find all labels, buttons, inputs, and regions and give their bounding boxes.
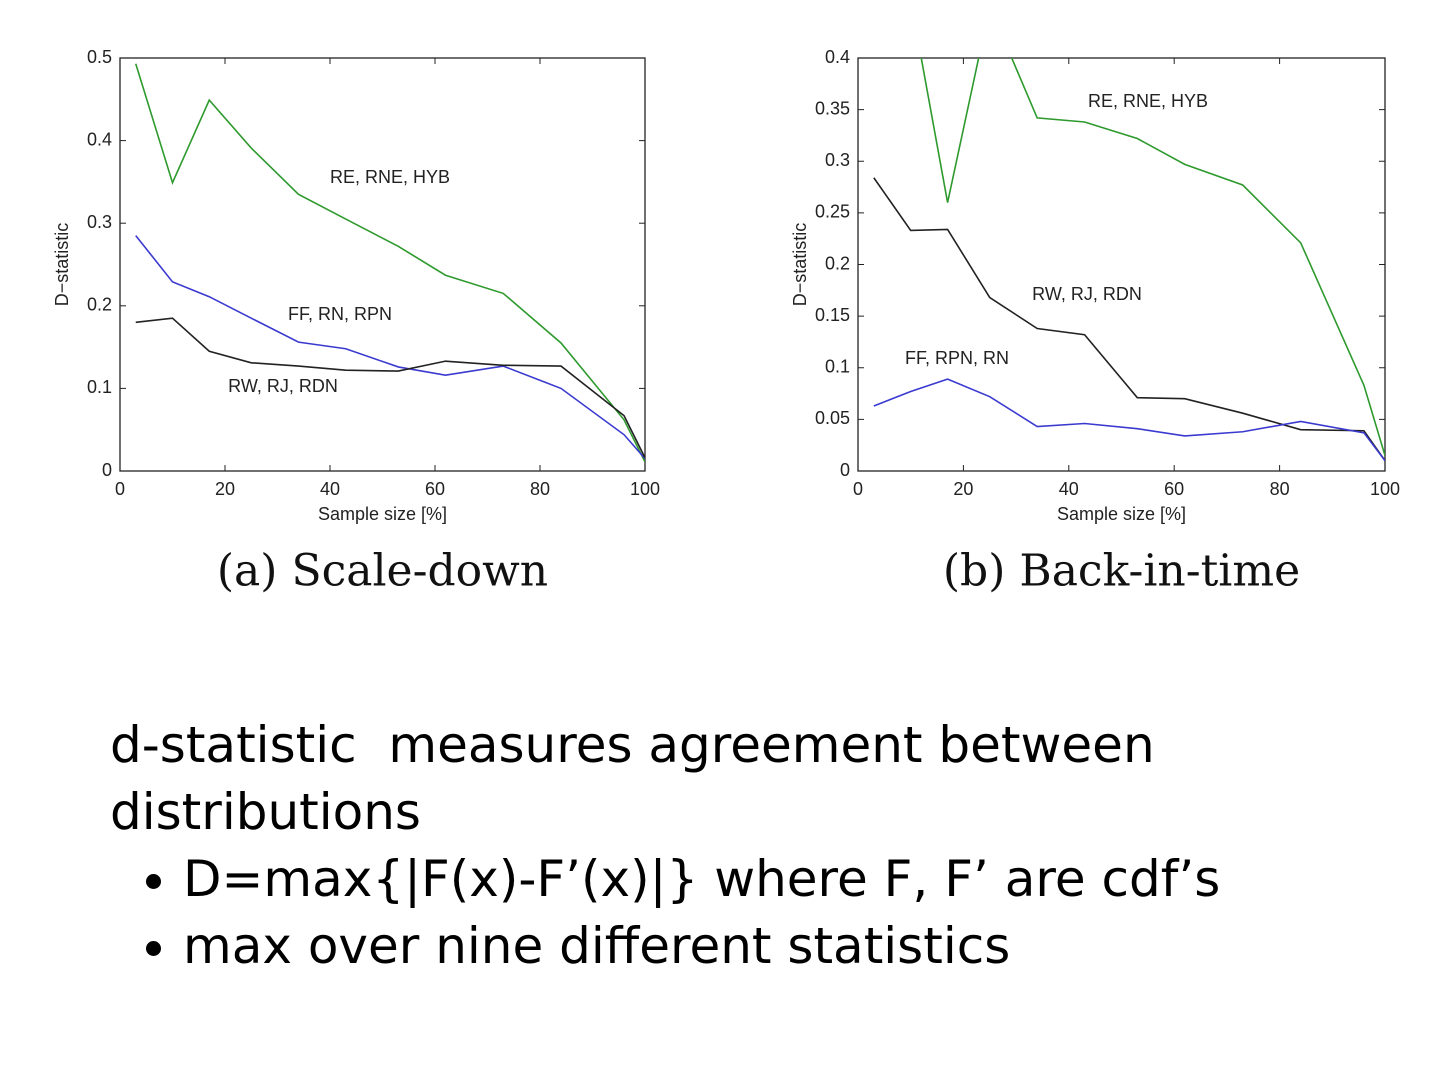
y-tick-label: 0.4 (87, 129, 112, 149)
y-tick-label: 0.05 (815, 408, 850, 428)
series-label: RE, RNE, HYB (1088, 91, 1208, 111)
y-tick-label: 0.15 (815, 305, 850, 325)
slide-text: d-statistic measures agreement between d… (110, 712, 1330, 980)
y-tick-label: 0.1 (825, 357, 850, 377)
series-label: FF, RN, RPN (288, 304, 392, 324)
heading: d-statistic measures agreement between d… (110, 716, 1171, 841)
y-tick-label: 0.3 (87, 212, 112, 232)
x-tick-label: 80 (1270, 479, 1290, 499)
x-tick-label: 100 (630, 479, 660, 499)
x-tick-label: 20 (953, 479, 973, 499)
bullet-list: D=max{|F(x)-F’(x)|} where F, F’ are cdf’… (110, 846, 1330, 980)
x-tick-label: 40 (1059, 479, 1079, 499)
y-tick-label: 0.25 (815, 202, 850, 222)
x-tick-label: 100 (1370, 479, 1400, 499)
y-axis-label: D−statistic (52, 223, 72, 307)
series-line (920, 58, 1385, 456)
caption: (b) Back-in-time (943, 546, 1300, 597)
x-tick-label: 40 (320, 479, 340, 499)
chart: 0 0.1 0.2 0.3 0.4 0.5 0 20 40 60 80 100 Sample size … (52, 47, 660, 597)
y-tick-label: 0.1 (87, 377, 112, 397)
caption: (a) Scale-down (217, 546, 548, 597)
x-tick-label: 0 (853, 479, 863, 499)
series-line (134, 63, 645, 463)
series-line (873, 177, 1385, 462)
x-tick-label: 60 (1164, 479, 1184, 499)
series-line (873, 378, 1385, 462)
x-axis-label: Sample size [%] (1057, 504, 1186, 524)
charts: 0 0.1 0.2 0.3 0.4 0.5 0 20 40 60 80 100 Sample size … (52, 47, 1400, 597)
plot-frame (857, 57, 1386, 472)
series-label: RE, RNE, HYB (330, 167, 450, 187)
plot-frame (119, 57, 646, 472)
y-tick-label: 0 (102, 460, 112, 480)
y-tick-label: 0.35 (815, 98, 850, 118)
bullet: max over nine different statistics (183, 913, 1330, 980)
x-tick-label: 0 (115, 479, 125, 499)
x-tick-label: 80 (530, 479, 550, 499)
y-tick-label: 0.4 (825, 47, 850, 67)
y-tick-label: 0.3 (825, 150, 850, 170)
chart: 0 0.05 0.1 0.15 0.2 0.25 0.3 0.35 0.4 0 20 40 60 80 10… (790, 47, 1400, 597)
y-tick-label: 0.2 (825, 253, 850, 273)
x-tick-label: 60 (425, 479, 445, 499)
series-line (135, 317, 645, 459)
series-label: FF, RPN, RN (905, 348, 1009, 368)
series-label: RW, RJ, RDN (1032, 284, 1142, 304)
x-axis-label: Sample size [%] (318, 504, 447, 524)
series-line (135, 235, 645, 460)
series-label: RW, RJ, RDN (228, 376, 338, 396)
x-tick-label: 20 (215, 479, 235, 499)
y-tick-label: 0 (840, 460, 850, 480)
y-tick-label: 0.2 (87, 295, 112, 315)
y-axis-label: D−statistic (790, 223, 810, 307)
bullet: D=max{|F(x)-F’(x)|} where F, F’ are cdf’… (183, 846, 1330, 913)
y-tick-label: 0.5 (87, 47, 112, 67)
